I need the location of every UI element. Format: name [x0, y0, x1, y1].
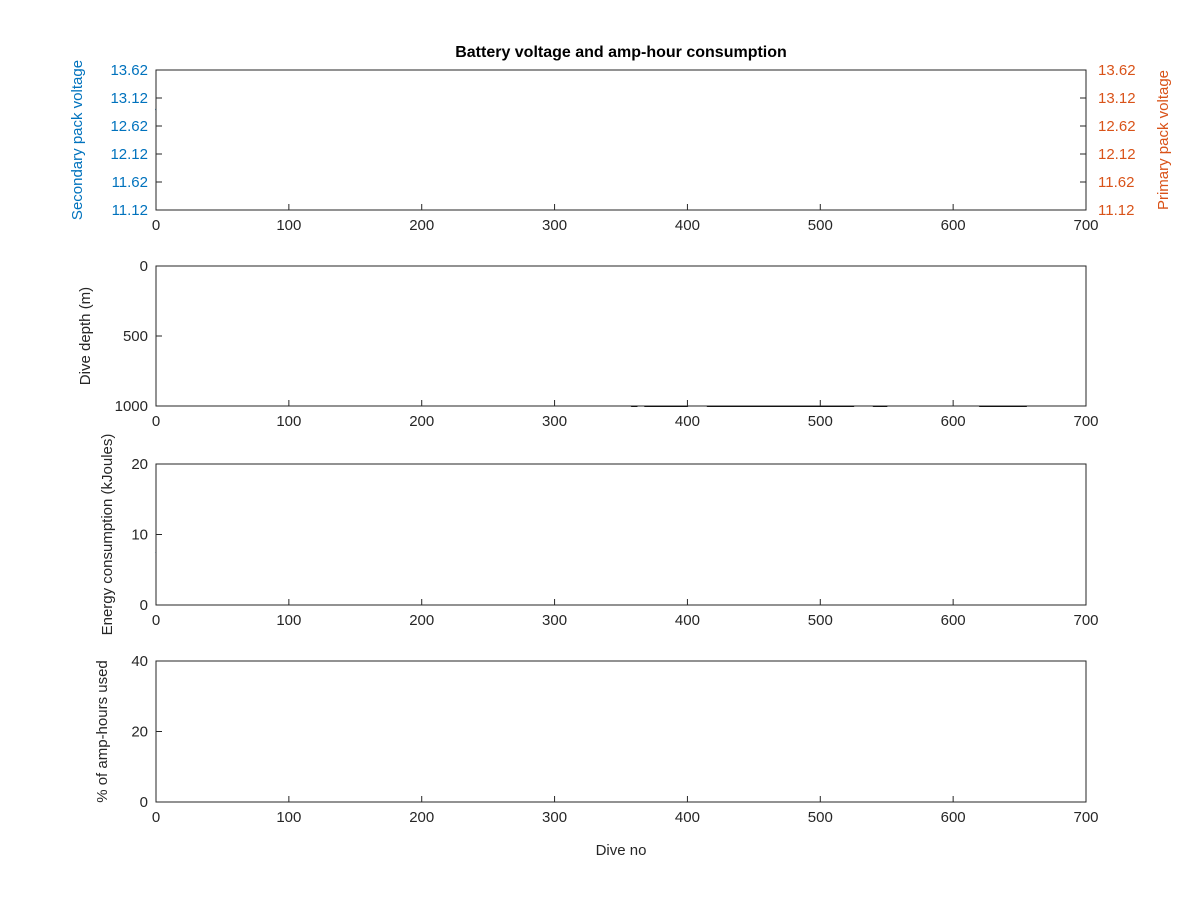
plot-2: 0 100 200 300 400 500 600 700 0 500 1000 Dive depth…: [77, 258, 1099, 430]
y-right-tick-label-11-62: 11.62: [1098, 174, 1134, 191]
axes-box: [155, 463, 1087, 606]
y-tick-label-0: 0: [140, 597, 148, 614]
plot-4: 0 100 200 300 400 500 600 700 0 20 40 % of amp-hour…: [94, 653, 1099, 859]
x-tick-label-100: 100: [276, 612, 301, 629]
x-tick-label-200: 200: [409, 217, 434, 234]
y-tick-label-11-12: 11.12: [112, 202, 148, 219]
y-tick-label-13-62: 13.62: [110, 62, 148, 79]
plot-3: 0 100 200 300 400 500 600 700 0 10 20 Energy consum…: [99, 434, 1099, 636]
x-tick-label-0: 0: [152, 413, 160, 430]
x-tick-label-400: 400: [675, 612, 700, 629]
y-tick-label-1000: 1000: [115, 398, 148, 415]
x-tick-label-100: 100: [276, 809, 301, 826]
x-tick-label-600: 600: [941, 217, 966, 234]
y-right-tick-label-11-12: 11.12: [1098, 202, 1134, 219]
x-tick-label-600: 600: [941, 809, 966, 826]
x-tick-label-500: 500: [808, 413, 833, 430]
x-tick-label-400: 400: [675, 809, 700, 826]
y-right-tick-label-13-12: 13.12: [1098, 90, 1136, 107]
x-tick-label-300: 300: [542, 809, 567, 826]
x-tick-label-300: 300: [542, 413, 567, 430]
x-tick-label-400: 400: [675, 413, 700, 430]
axes-box: [155, 69, 1087, 211]
x-tick-label-500: 500: [808, 809, 833, 826]
x-tick-label-200: 200: [409, 413, 434, 430]
x-tick-label-200: 200: [409, 809, 434, 826]
x-tick-label-400: 400: [675, 217, 700, 234]
x-tick-label-0: 0: [152, 809, 160, 826]
x-tick-label-700: 700: [1073, 612, 1098, 629]
y-tick-label-20: 20: [131, 724, 148, 741]
x-tick-label-600: 600: [941, 612, 966, 629]
x-tick-label-0: 0: [152, 612, 160, 629]
y-axis-label: Dive depth (m): [77, 287, 94, 385]
y-tick-label-12-62: 12.62: [110, 118, 148, 135]
x-tick-label-600: 600: [941, 413, 966, 430]
y-right-tick-label-12-12: 12.12: [1098, 146, 1136, 163]
x-tick-label-500: 500: [808, 217, 833, 234]
axes-box: [155, 660, 1087, 803]
x-tick-label-300: 300: [542, 217, 567, 234]
y-tick-label-11-62: 11.62: [112, 174, 148, 191]
y-axis-label: Secondary pack voltage: [69, 60, 86, 220]
x-tick-label-700: 700: [1073, 413, 1098, 430]
y-tick-label-40: 40: [131, 653, 148, 670]
plots-layer: 0 100 200 300 400 500 600 70011.1211.6212.1212.…: [69, 60, 1172, 859]
x-tick-label-700: 700: [1073, 217, 1098, 234]
y-right-tick-label-12-62: 12.62: [1098, 118, 1136, 135]
y-tick-label-500: 500: [123, 328, 148, 345]
x-tick-label-300: 300: [542, 612, 567, 629]
y-tick-label-13-12: 13.12: [110, 90, 148, 107]
y-tick-label-12-12: 12.12: [110, 146, 148, 163]
x-tick-label-100: 100: [276, 217, 301, 234]
figure-title: Battery voltage and amp-hour consumption: [455, 44, 787, 61]
y-tick-label-0: 0: [140, 794, 148, 811]
plot-1: 0 100 200 300 400 500 600 70011.1211.6212.1212.…: [69, 60, 1172, 234]
y-right-tick-label-13-62: 13.62: [1098, 62, 1136, 79]
x-tick-label-100: 100: [276, 413, 301, 430]
x-tick-label-200: 200: [409, 612, 434, 629]
x-tick-label-0: 0: [152, 217, 160, 234]
y-tick-label-0: 0: [140, 258, 148, 275]
x-tick-label-700: 700: [1073, 809, 1098, 826]
x-axis-label: Dive no: [596, 842, 647, 859]
y-axis-label: % of amp-hours used: [94, 660, 111, 803]
y-axis-label-right: Primary pack voltage: [1155, 70, 1172, 210]
y-tick-label-20: 20: [131, 456, 148, 473]
x-tick-label-500: 500: [808, 612, 833, 629]
y-tick-label-10: 10: [131, 527, 148, 544]
y-axis-label: Energy consumption (kJoules): [99, 434, 116, 636]
axes-box: [155, 265, 1087, 407]
